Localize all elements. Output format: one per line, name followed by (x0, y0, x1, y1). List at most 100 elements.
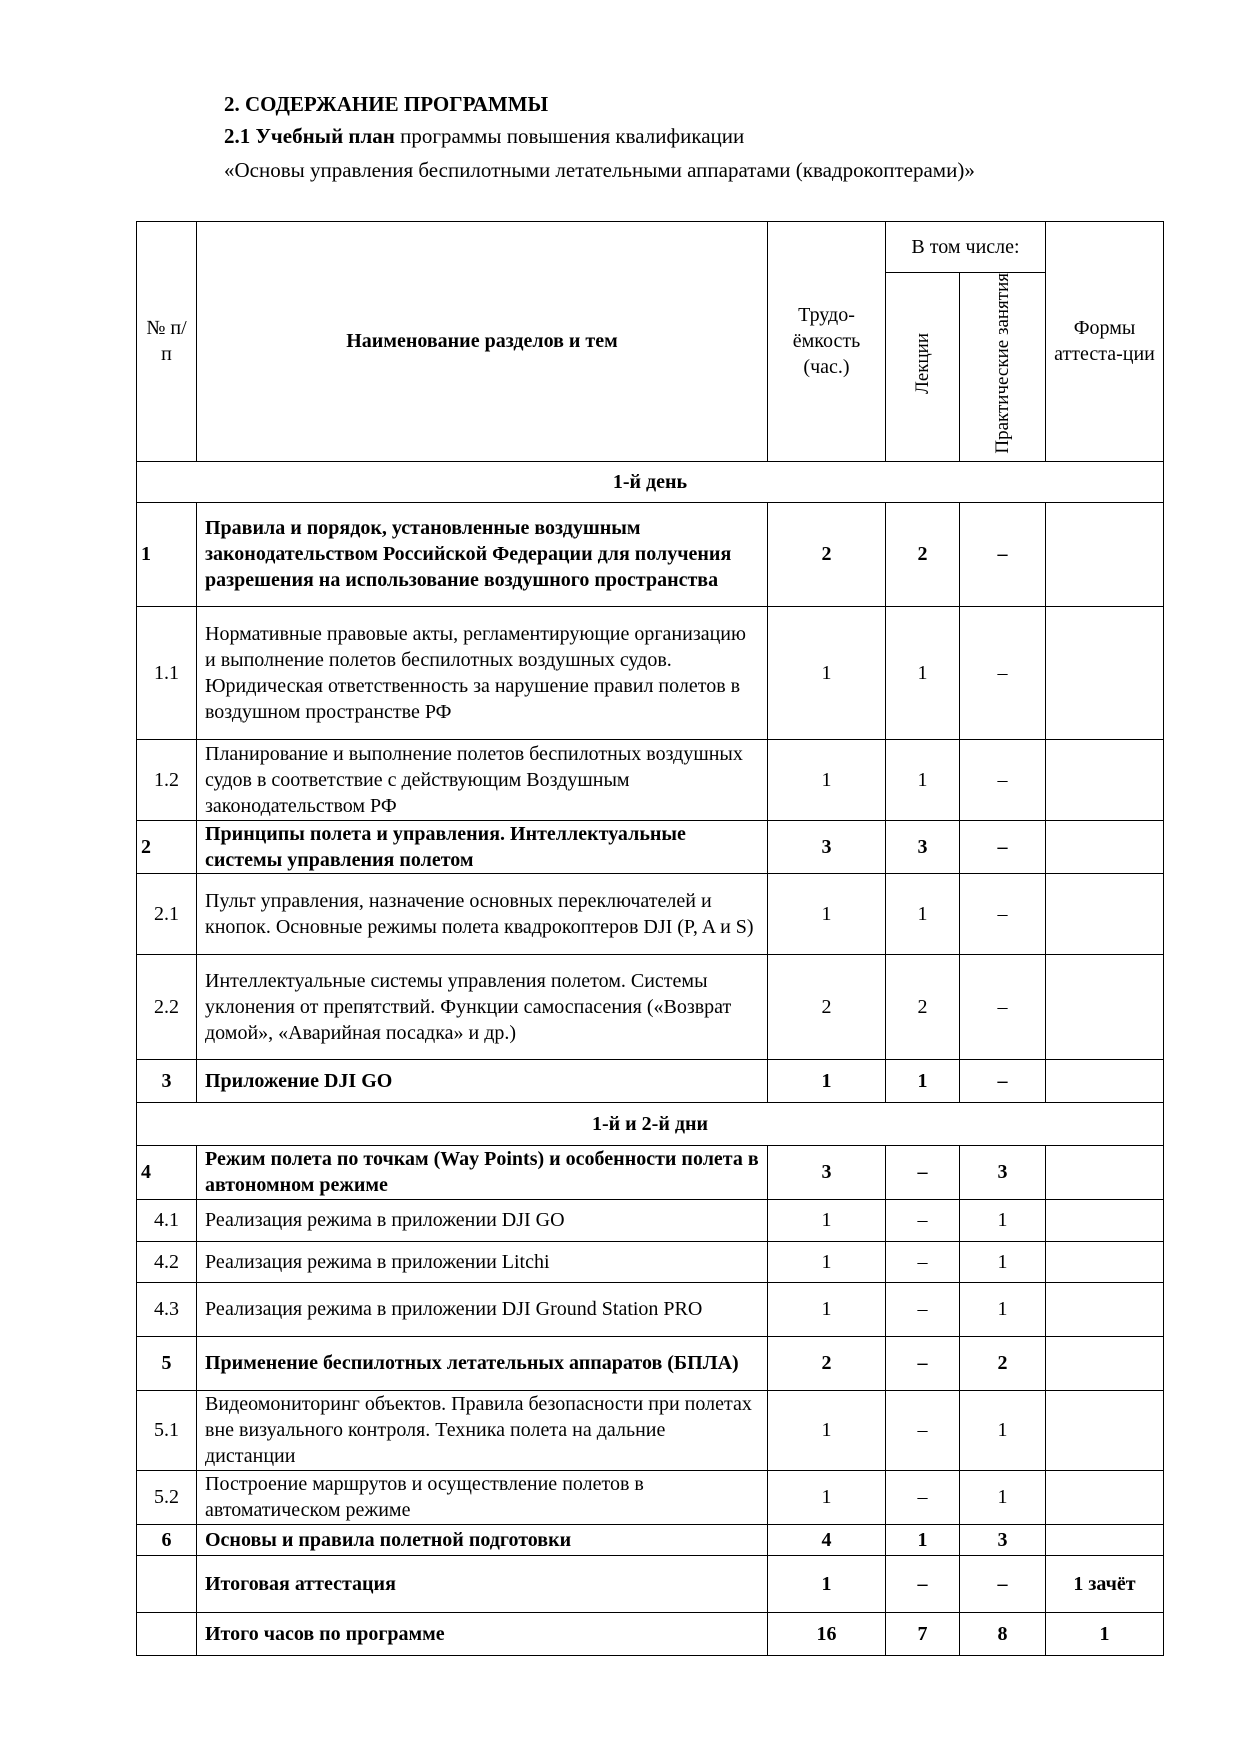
cell-lectures: – (885, 1389, 960, 1471)
table-row: Итого часов по программе 16 7 8 1 (136, 1611, 1164, 1656)
cell-practice: – (959, 1554, 1046, 1613)
table-row: 2.2 Интеллектуальные системы управления п… (136, 953, 1164, 1060)
cell-form (1045, 953, 1164, 1060)
cell-form (1045, 1198, 1164, 1242)
cell-num: 2.2 (136, 953, 197, 1060)
cell-num: 3 (136, 1058, 197, 1103)
header-practice: Практические занятия (991, 273, 1013, 454)
cell-practice: – (959, 605, 1046, 740)
cell-name: Нормативные правовые акты, регламентирую… (196, 605, 768, 740)
table-row: 2.1 Пульт управления, назначение основных… (136, 872, 1164, 955)
header-num: № п/п (136, 221, 197, 462)
table-row: 4.2 Реализация режима в приложении Litchi… (136, 1240, 1164, 1283)
cell-name: Основы и правила полетной подготовки (196, 1523, 768, 1556)
cell-lectures: 1 (885, 872, 960, 955)
cell-name: Режим полета по точкам (Way Points) и ос… (196, 1144, 768, 1200)
cell-hours: 1 (767, 1240, 886, 1283)
day-label: 1-й день (136, 460, 1164, 503)
section-title: 2. СОДЕРЖАНИЕ ПРОГРАММЫ (224, 92, 549, 116)
cell-num: 5.2 (136, 1469, 197, 1525)
cell-form (1045, 1523, 1164, 1556)
cell-lectures: 1 (885, 738, 960, 821)
cell-form (1045, 1335, 1164, 1391)
cell-practice: – (959, 1058, 1046, 1103)
cell-name: Итого часов по программе (196, 1611, 768, 1656)
cell-hours: 2 (767, 501, 886, 607)
cell-num: 4.1 (136, 1198, 197, 1242)
cell-lectures: 2 (885, 953, 960, 1060)
cell-name: Планирование и выполнение полетов беспил… (196, 738, 768, 821)
cell-hours: 1 (767, 872, 886, 955)
cell-hours: 3 (767, 819, 886, 874)
subtitle-bold: 2.1 Учебный план (224, 124, 395, 148)
cell-name: Правила и порядок, установленные воздушн… (196, 501, 768, 607)
cell-lectures: 1 (885, 605, 960, 740)
table-row: 4.1 Реализация режима в приложении DJI GO… (136, 1198, 1164, 1242)
subtitle-rest: программы повышения квалификации (394, 124, 745, 148)
cell-practice: 3 (959, 1144, 1046, 1200)
subtitle: 2.1 Учебный план программы повышения ква… (224, 123, 744, 149)
cell-practice: 1 (959, 1198, 1046, 1242)
cell-hours: 1 (767, 738, 886, 821)
cell-practice: 1 (959, 1469, 1046, 1525)
cell-form (1045, 872, 1164, 955)
cell-num: 5 (136, 1335, 197, 1391)
cell-hours: 4 (767, 1523, 886, 1556)
cell-form (1045, 1058, 1164, 1103)
cell-name: Реализация режима в приложении Litchi (196, 1240, 768, 1283)
cell-lectures: 1 (885, 1058, 960, 1103)
cell-form (1045, 1389, 1164, 1471)
table-row: 4.3 Реализация режима в приложении DJI Gr… (136, 1281, 1164, 1337)
cell-hours: 16 (767, 1611, 886, 1656)
cell-num: 1 (136, 501, 197, 607)
table-row: 3 Приложение DJI GO 1 1– (136, 1058, 1164, 1103)
cell-lectures: – (885, 1281, 960, 1337)
cell-practice: – (959, 738, 1046, 821)
cell-lectures: 1 (885, 1523, 960, 1556)
cell-hours: 1 (767, 605, 886, 740)
cell-num (136, 1554, 197, 1613)
cell-num: 2.1 (136, 872, 197, 955)
cell-practice: – (959, 501, 1046, 607)
header-lectures: Лекции (911, 332, 933, 394)
cell-practice: 1 (959, 1281, 1046, 1337)
cell-practice: – (959, 819, 1046, 874)
table-row: 1.1 Нормативные правовые акты, регламенти… (136, 605, 1164, 740)
cell-lectures: – (885, 1240, 960, 1283)
table-row: 5 Применение беспилотных летательных аппа… (136, 1335, 1164, 1391)
table-row: 4 Режим полета по точкам (Way Points) и о… (136, 1144, 1164, 1200)
cell-num: 5.1 (136, 1389, 197, 1471)
cell-num: 4 (136, 1144, 197, 1200)
header-name: Наименование разделов и тем (196, 221, 768, 462)
cell-num: 1.2 (136, 738, 197, 821)
cell-lectures: 2 (885, 501, 960, 607)
cell-practice: – (959, 872, 1046, 955)
table-row: 5.1 Видеомониторинг объектов. Правила без… (136, 1389, 1164, 1471)
cell-form (1045, 1281, 1164, 1337)
cell-name: Интеллектуальные системы управления поле… (196, 953, 768, 1060)
header-hours: Трудо-ёмкость (час.) (767, 221, 886, 462)
cell-num: 6 (136, 1523, 197, 1556)
cell-practice: 2 (959, 1335, 1046, 1391)
cell-hours: 2 (767, 953, 886, 1060)
cell-lectures: – (885, 1469, 960, 1525)
cell-hours: 1 (767, 1198, 886, 1242)
day-row: 1-й и 2-й дни (136, 1101, 1164, 1146)
cell-num: 4.2 (136, 1240, 197, 1283)
table-row: 5.2 Построение маршрутов и осуществление … (136, 1469, 1164, 1525)
cell-name: Применение беспилотных летательных аппар… (196, 1335, 768, 1391)
cell-form (1045, 1240, 1164, 1283)
cell-name: Реализация режима в приложении DJI Groun… (196, 1281, 768, 1337)
cell-form (1045, 1144, 1164, 1200)
cell-hours: 1 (767, 1281, 886, 1337)
cell-practice: 3 (959, 1523, 1046, 1556)
cell-hours: 2 (767, 1335, 886, 1391)
cell-form: 1 зачёт (1045, 1554, 1164, 1613)
cell-form: 1 (1045, 1611, 1164, 1656)
cell-practice: 1 (959, 1389, 1046, 1471)
cell-lectures: 7 (885, 1611, 960, 1656)
cell-name: Итоговая аттестация (196, 1554, 768, 1613)
cell-name: Реализация режима в приложении DJI GO (196, 1198, 768, 1242)
table-row: 1 Правила и порядок, установленные воздуш… (136, 501, 1164, 607)
table-row: Итоговая аттестация 1– –1 зачёт (136, 1554, 1164, 1613)
